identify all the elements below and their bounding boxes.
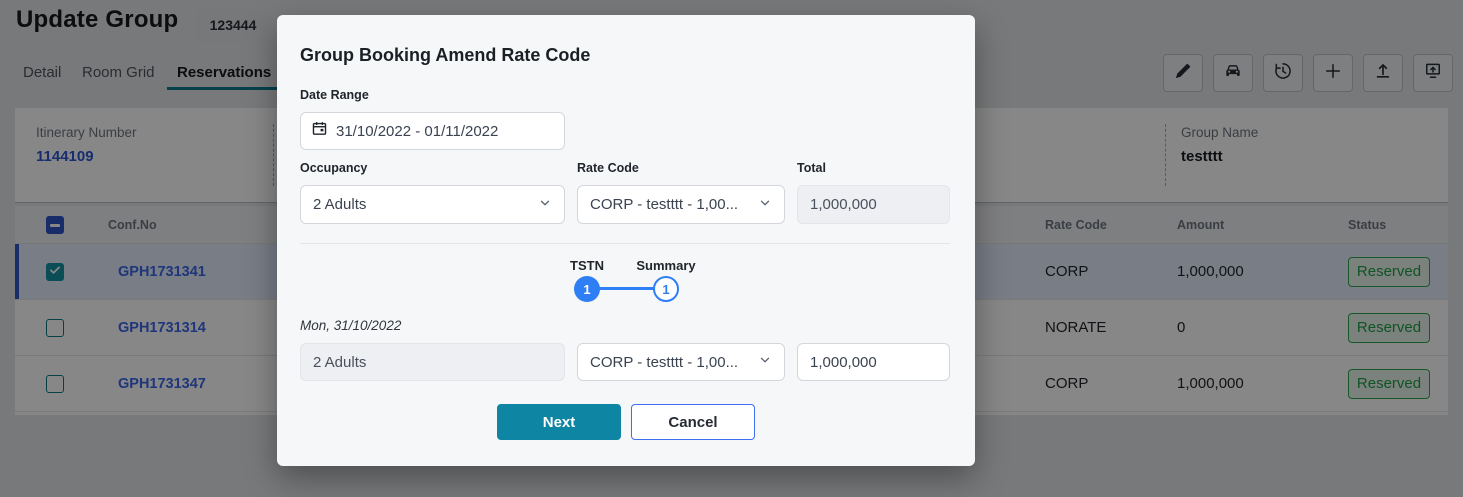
occupancy-select-value: 2 Adults	[313, 196, 367, 213]
conf-no-link[interactable]: GPH1731347	[118, 376, 206, 392]
chevron-down-icon	[758, 196, 772, 214]
column-header-amount: Amount	[1177, 218, 1225, 232]
date-range-input[interactable]	[336, 122, 554, 140]
column-header-rate: Rate Code	[1045, 218, 1107, 232]
history-button[interactable]	[1263, 54, 1303, 92]
rate-code-cell: CORP	[1045, 263, 1089, 280]
column-header-status: Status	[1348, 218, 1387, 232]
select-all-checkbox[interactable]	[46, 216, 64, 234]
row-checkbox[interactable]	[46, 263, 64, 281]
status-badge: Reserved	[1348, 257, 1430, 287]
itinerary-number-link[interactable]: 1144109	[36, 148, 94, 165]
car-button[interactable]	[1213, 54, 1253, 92]
group-name-value: testttt	[1181, 148, 1223, 165]
day-amount-input[interactable]	[797, 343, 950, 381]
edit-button[interactable]	[1163, 54, 1203, 92]
device-upload-icon	[1423, 61, 1443, 86]
step-circle-summary[interactable]: 1	[653, 276, 679, 302]
total-label: Total	[797, 161, 826, 175]
column-header-conf: Conf.No	[108, 218, 157, 232]
rate-code-label: Rate Code	[577, 161, 639, 175]
rate-code-cell: NORATE	[1045, 319, 1107, 336]
occupancy-select[interactable]: 2 Adults	[300, 185, 565, 224]
amount-cell: 1,000,000	[1177, 263, 1244, 280]
amend-rate-code-modal: Group Booking Amend Rate Code Date Range…	[277, 15, 975, 466]
status-badge: Reserved	[1348, 313, 1430, 343]
day-occupancy-value: 2 Adults	[313, 353, 367, 371]
modal-title: Group Booking Amend Rate Code	[300, 45, 591, 65]
day-rate-code-select[interactable]: CORP - testttt - 1,00...	[577, 343, 785, 381]
step-circle-tstn[interactable]: 1	[574, 276, 600, 302]
upload-button[interactable]	[1363, 54, 1403, 92]
tab-detail[interactable]: Detail	[23, 64, 62, 81]
rate-code-cell: CORP	[1045, 375, 1089, 392]
itinerary-number-label: Itinerary Number	[36, 125, 137, 140]
amount-cell: 0	[1177, 319, 1186, 336]
row-checkbox[interactable]	[46, 319, 64, 337]
add-icon	[1323, 61, 1343, 86]
date-range-field[interactable]	[300, 112, 565, 150]
occupancy-label: Occupancy	[300, 161, 368, 175]
chevron-down-icon	[538, 196, 552, 214]
calendar-icon	[311, 120, 328, 142]
section-divider	[300, 243, 950, 244]
conf-no-link[interactable]: GPH1731341	[118, 264, 206, 280]
status-badge: Reserved	[1348, 369, 1430, 399]
tab-room-grid[interactable]: Room Grid	[82, 64, 155, 81]
rate-code-select-value: CORP - testttt - 1,00...	[590, 196, 739, 213]
rate-code-select[interactable]: CORP - testttt - 1,00...	[577, 185, 785, 224]
step-label-summary: Summary	[636, 258, 696, 273]
history-icon	[1273, 61, 1293, 86]
conf-no-link[interactable]: GPH1731314	[118, 320, 206, 336]
page-title: Update Group	[16, 6, 179, 33]
step-connector	[599, 287, 654, 290]
row-checkbox[interactable]	[46, 375, 64, 393]
group-name-label: Group Name	[1181, 125, 1259, 140]
edit-icon	[1173, 61, 1193, 86]
add-button[interactable]	[1313, 54, 1353, 92]
chevron-down-icon	[758, 353, 772, 371]
total-input	[797, 185, 950, 224]
tab-reservations[interactable]: Reservations	[177, 64, 272, 81]
field-divider	[1165, 124, 1166, 186]
amount-cell: 1,000,000	[1177, 375, 1244, 392]
date-range-label: Date Range	[300, 88, 369, 102]
group-id-badge: 123444	[196, 9, 270, 42]
day-date-label: Mon, 31/10/2022	[300, 318, 402, 333]
step-label-tstn: TSTN	[570, 258, 604, 273]
car-icon	[1223, 61, 1243, 86]
active-tab-underline	[167, 87, 279, 90]
cancel-button[interactable]: Cancel	[631, 404, 755, 440]
device-upload-button[interactable]	[1413, 54, 1453, 92]
field-divider	[273, 124, 274, 186]
day-rate-code-value: CORP - testttt - 1,00...	[590, 353, 739, 371]
next-button[interactable]: Next	[497, 404, 621, 440]
upload-icon	[1373, 61, 1393, 86]
day-occupancy-field: 2 Adults	[300, 343, 565, 381]
check-icon	[48, 263, 62, 282]
